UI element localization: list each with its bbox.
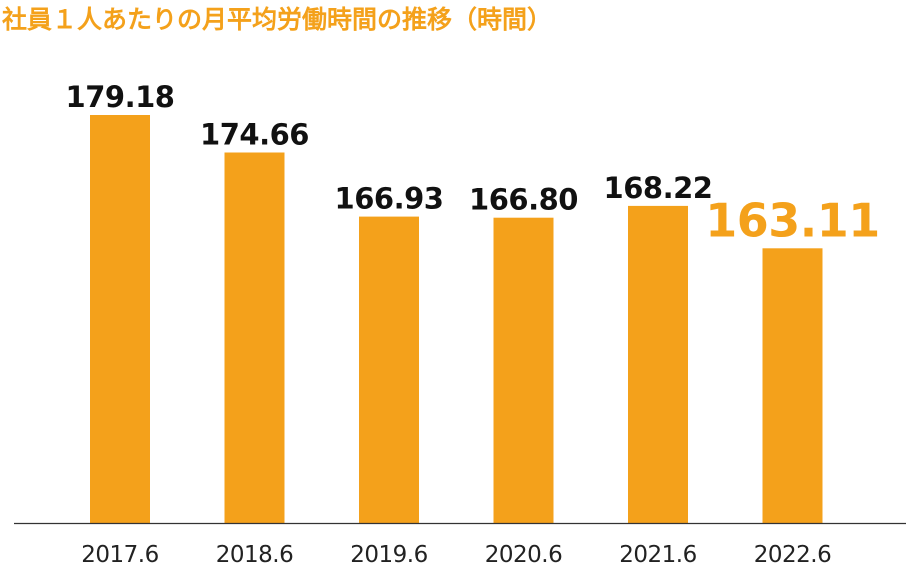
bar-2021.6 [628,205,688,523]
x-tick-label-2019.6: 2019.6 [350,542,427,568]
x-tick-label-2018.6: 2018.6 [216,542,293,568]
x-tick-labels-group: 2017.6 2018.6 2019.6 2020.6 2021.6 2022.6 [81,542,831,568]
x-tick-label-2017.6: 2017.6 [81,542,158,568]
bars-group [90,115,823,524]
bar-2017.6 [90,115,150,523]
x-tick-label-2020.6: 2020.6 [485,542,562,568]
bar-2018.6 [224,152,285,523]
bar-2020.6 [493,217,554,523]
value-label-2021.6: 168.22 [604,171,713,205]
x-tick-label-2021.6: 2021.6 [619,542,696,568]
value-label-2018.6: 174.66 [200,118,309,152]
x-tick-label-2022.6: 2022.6 [754,542,831,568]
value-label-2020.6: 166.80 [469,183,578,217]
bar-2022.6 [762,248,823,524]
value-label-2022.6: 163.11 [705,193,880,247]
bar-2019.6 [359,216,419,523]
value-label-2017.6: 179.18 [66,80,175,114]
value-label-2019.6: 166.93 [335,182,444,216]
chart-title: 社員１人あたりの月平均労働時間の推移（時間） [2,5,553,34]
